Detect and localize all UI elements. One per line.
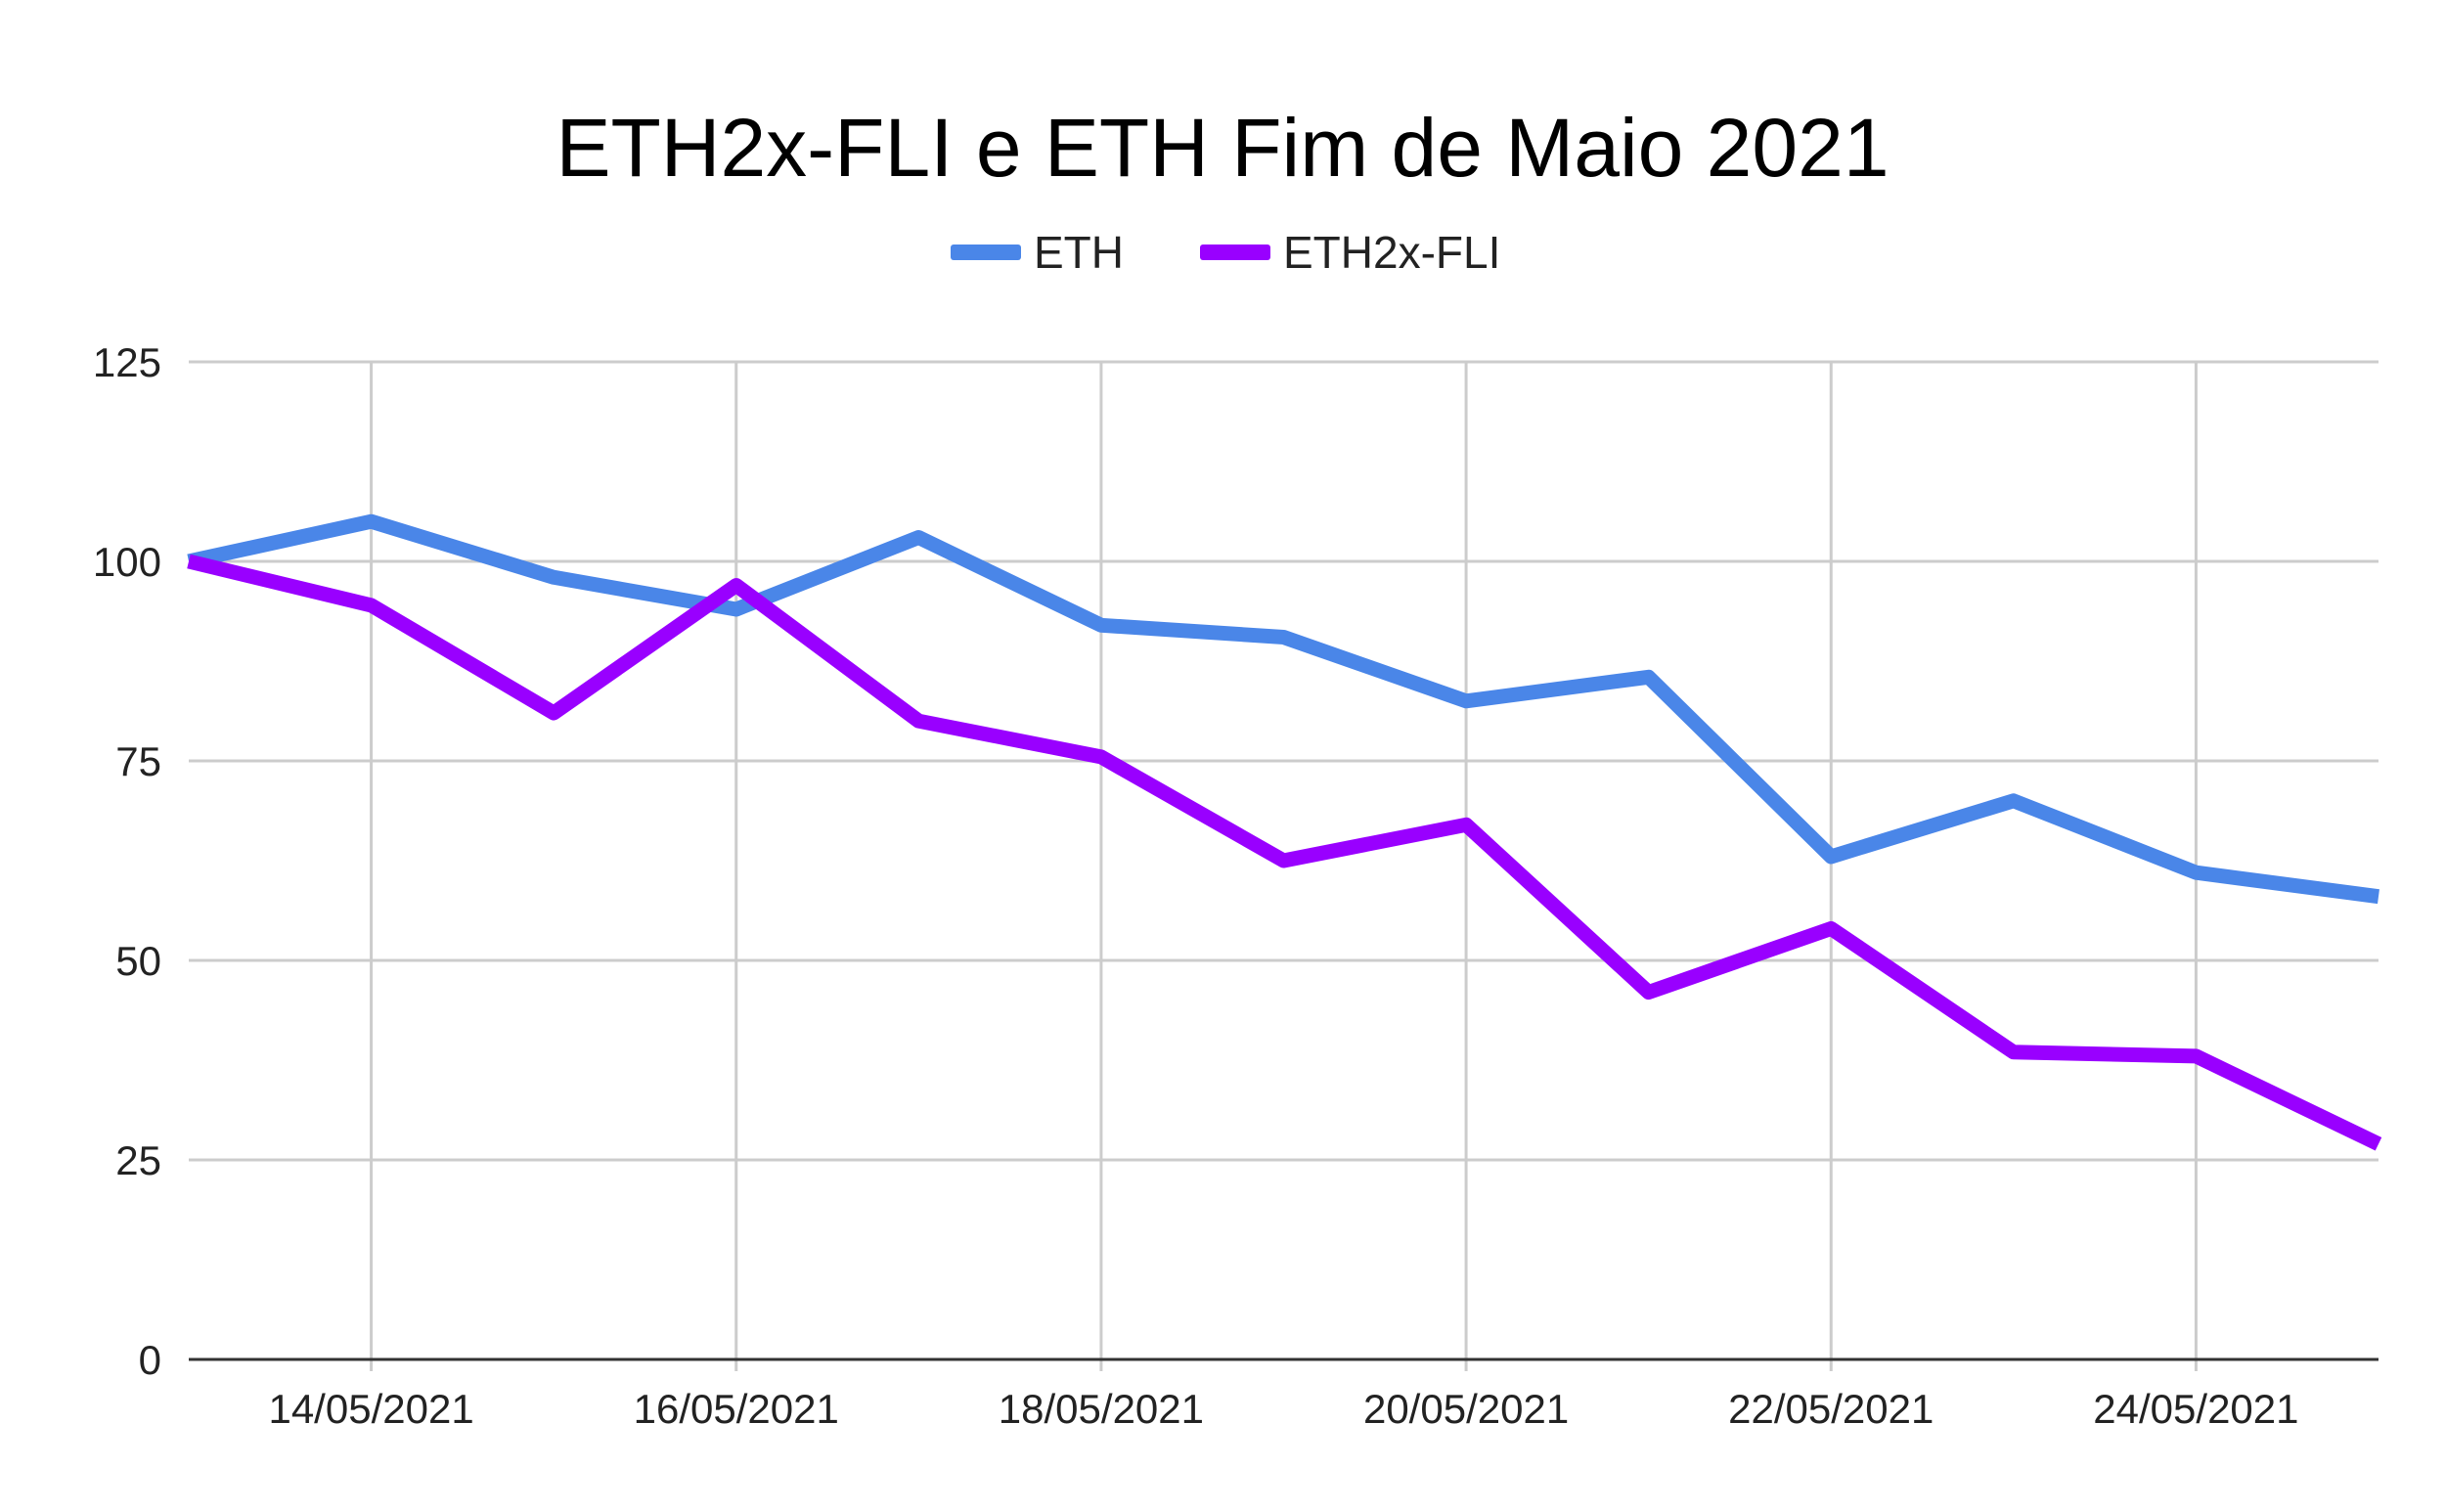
x-tick-labels: 14/05/2021 16/05/2021 18/05/2021 20/05/2021… — [268, 1386, 2298, 1432]
series-lines — [187, 513, 2382, 1151]
x-gridlines — [370, 362, 2198, 1371]
y-tick-label-0: 0 — [139, 1337, 161, 1383]
legend-swatch-eth2x-fli — [1200, 245, 1270, 260]
legend-item-eth[interactable]: ETH — [951, 227, 1124, 278]
x-tick-label-22-05-2021: 22/05/2021 — [1728, 1386, 1934, 1432]
legend: ETH ETH2x-FLI — [951, 227, 1500, 278]
y-gridlines — [189, 360, 2378, 1162]
series-line-eth[interactable] — [187, 513, 2379, 905]
y-tick-label-100: 100 — [93, 539, 161, 585]
x-tick-label-14-05-2021: 14/05/2021 — [268, 1386, 473, 1432]
y-tick-label-25: 25 — [115, 1137, 161, 1183]
y-tick-label-75: 75 — [115, 738, 161, 784]
y-tick-label-125: 125 — [93, 339, 161, 385]
x-tick-label-16-05-2021: 16/05/2021 — [634, 1386, 839, 1432]
series-line-eth2x-fli[interactable] — [187, 554, 2382, 1151]
chart-title: ETH2x-FLI e ETH Fim de Maio 2021 — [556, 102, 1889, 194]
legend-label-eth2x-fli: ETH2x-FLI — [1283, 227, 1500, 278]
x-tick-label-18-05-2021: 18/05/2021 — [999, 1386, 1204, 1432]
y-tick-label-50: 50 — [115, 938, 161, 984]
y-tick-labels: 0 25 50 75 100 125 — [93, 339, 161, 1383]
x-tick-label-20-05-2021: 20/05/2021 — [1363, 1386, 1569, 1432]
legend-item-eth2x-fli[interactable]: ETH2x-FLI — [1200, 227, 1500, 278]
legend-label-eth: ETH — [1034, 227, 1124, 278]
legend-swatch-eth — [951, 245, 1021, 260]
x-tick-label-24-05-2021: 24/05/2021 — [2093, 1386, 2298, 1432]
